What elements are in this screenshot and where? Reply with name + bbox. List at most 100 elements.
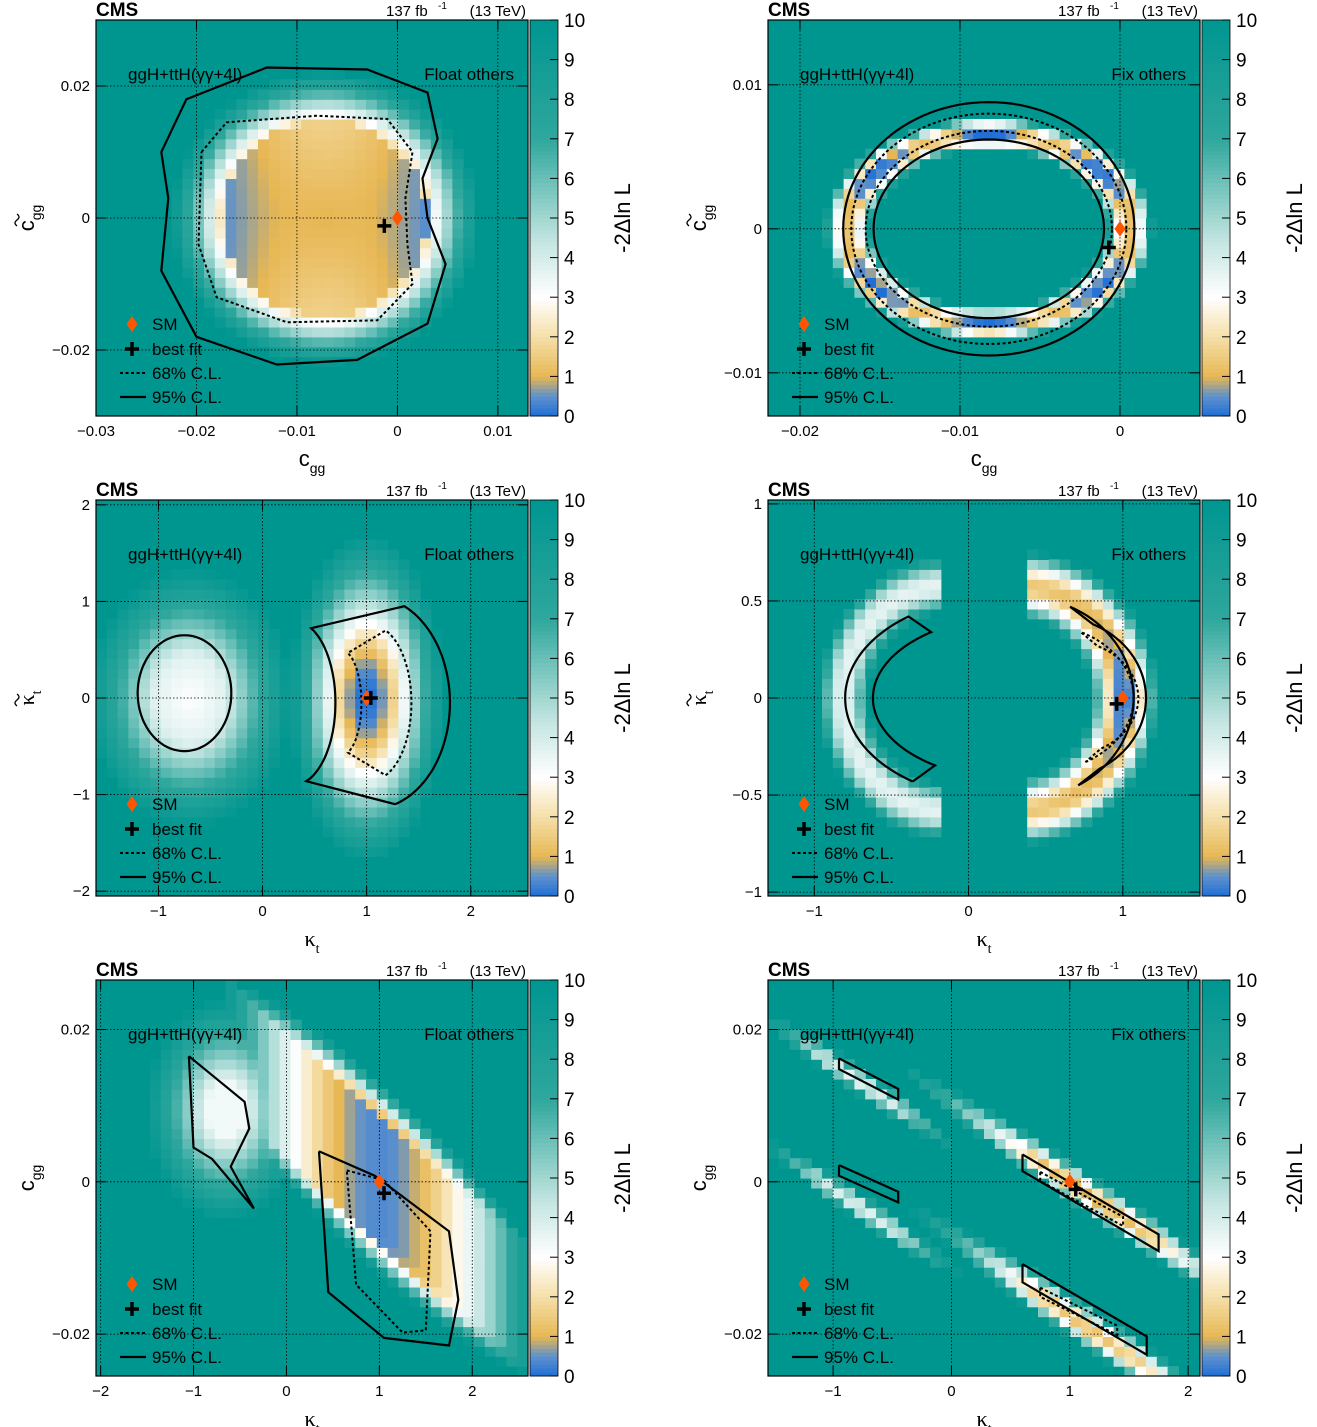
heatmap-cell	[430, 1178, 443, 1189]
heatmap-cell	[279, 1088, 291, 1100]
heatmap-cell	[908, 1108, 920, 1120]
heatmap-cell	[344, 668, 356, 679]
heatmap-cell	[150, 638, 162, 650]
heatmap-cell	[409, 589, 421, 600]
heatmap-cell	[474, 1187, 486, 1199]
heatmap-cell	[1092, 277, 1104, 288]
heatmap-cell	[1059, 1306, 1071, 1318]
colorbar-segment	[1202, 1118, 1230, 1124]
heatmap-cell	[258, 326, 270, 338]
heatmap-cell	[1059, 608, 1071, 620]
heatmap-cell	[1124, 727, 1136, 739]
experiment-label: CMS	[768, 0, 810, 21]
heatmap-cell	[214, 237, 227, 249]
heatmap-cell	[193, 806, 205, 818]
heatmap-cell	[258, 1029, 270, 1040]
heatmap-cell	[139, 797, 151, 808]
heatmap-cell	[344, 836, 356, 848]
heatmap-cell	[452, 218, 464, 229]
colorbar-segment	[530, 119, 558, 124]
heatmap-cell	[333, 658, 345, 669]
heatmap-cell	[355, 747, 367, 758]
heatmap-cell	[387, 1098, 399, 1110]
heatmap-cell	[463, 1217, 475, 1229]
heatmap-cell	[865, 638, 877, 650]
heatmap-cell	[204, 1059, 216, 1070]
heatmap-cell	[376, 747, 389, 758]
heatmap-cell	[1027, 1296, 1039, 1308]
heatmap-cell	[1135, 1227, 1147, 1238]
heatmap-cell	[258, 138, 270, 150]
heatmap-cell	[951, 307, 963, 318]
colorbar-tick-label: 3	[1236, 288, 1247, 309]
legend-best-fit-marker	[797, 822, 811, 836]
heatmap-cell	[301, 599, 313, 610]
heatmap-cell	[214, 698, 227, 709]
heatmap-cell	[290, 1158, 302, 1169]
heatmap-cell	[994, 1138, 1007, 1149]
heatmap-cell	[150, 589, 162, 600]
heatmap-cell	[854, 257, 866, 269]
colorbar-segment	[530, 59, 558, 65]
heatmap-cell	[301, 1029, 313, 1040]
heatmap-cell	[420, 1187, 432, 1199]
heatmap-cell	[366, 1237, 378, 1248]
heatmap-cell	[225, 1187, 237, 1199]
colorbar-segment	[1202, 761, 1230, 766]
colorbar-segment	[1202, 500, 1230, 505]
heatmap-cell	[832, 688, 845, 699]
colorbar-segment	[1202, 142, 1230, 148]
heatmap-cell	[441, 267, 453, 278]
heatmap-cell	[409, 257, 421, 269]
colorbar-segment	[1202, 146, 1230, 152]
colorbar-segment	[530, 713, 558, 719]
colorbar-segment	[1202, 396, 1230, 401]
heatmap-cell	[247, 307, 259, 318]
heatmap-cell	[182, 1069, 194, 1080]
heatmap-cell	[409, 678, 421, 689]
x-tick-label: 0	[964, 903, 972, 920]
heatmap-cell	[171, 1059, 183, 1070]
heatmap-cell	[117, 717, 129, 729]
heatmap-cell	[398, 119, 410, 130]
heatmap-cell	[322, 1088, 335, 1100]
heatmap-cell	[355, 1158, 367, 1169]
heatmap-cell	[258, 1138, 270, 1149]
heatmap-cell	[344, 89, 356, 100]
heatmap-cell	[420, 158, 432, 170]
heatmap-cell	[258, 608, 270, 620]
heatmap-cell	[268, 227, 281, 239]
colorbar-segment	[530, 1114, 558, 1120]
heatmap-cell	[312, 1029, 324, 1040]
heatmap-cell	[322, 717, 335, 729]
colorbar-segment	[530, 23, 558, 29]
heatmap-cell	[106, 668, 119, 679]
heatmap-cell	[506, 1336, 518, 1347]
heatmap-cell	[268, 1039, 281, 1050]
heatmap-cell	[322, 1178, 335, 1189]
legend-68-label: 68% C.L.	[824, 844, 894, 863]
heatmap-cell	[247, 1158, 259, 1169]
legend-68-label: 68% C.L.	[152, 364, 222, 383]
heatmap-cell	[1016, 326, 1028, 338]
colorbar-segment	[1202, 214, 1230, 219]
heatmap-cell	[398, 277, 410, 288]
heatmap-cell	[376, 638, 389, 650]
colorbar-segment	[530, 1249, 558, 1254]
heatmap-cell	[182, 727, 194, 739]
heatmap-cell	[355, 579, 367, 590]
heatmap-cell	[268, 267, 281, 278]
colorbar-tick-label: 0	[564, 407, 575, 428]
heatmap-cell	[430, 678, 443, 689]
colorbar-segment	[530, 356, 558, 362]
heatmap-cell	[214, 307, 227, 318]
heatmap-cell	[247, 336, 259, 348]
colorbar-segment	[530, 352, 558, 358]
heatmap-cell	[268, 148, 281, 160]
heatmap-cell	[420, 208, 432, 219]
colorbar-segment	[530, 1308, 558, 1314]
heatmap-cell	[150, 806, 162, 818]
colorbar-segment	[1202, 39, 1230, 45]
heatmap-cell	[150, 668, 162, 679]
heatmap-cell	[1113, 648, 1125, 659]
